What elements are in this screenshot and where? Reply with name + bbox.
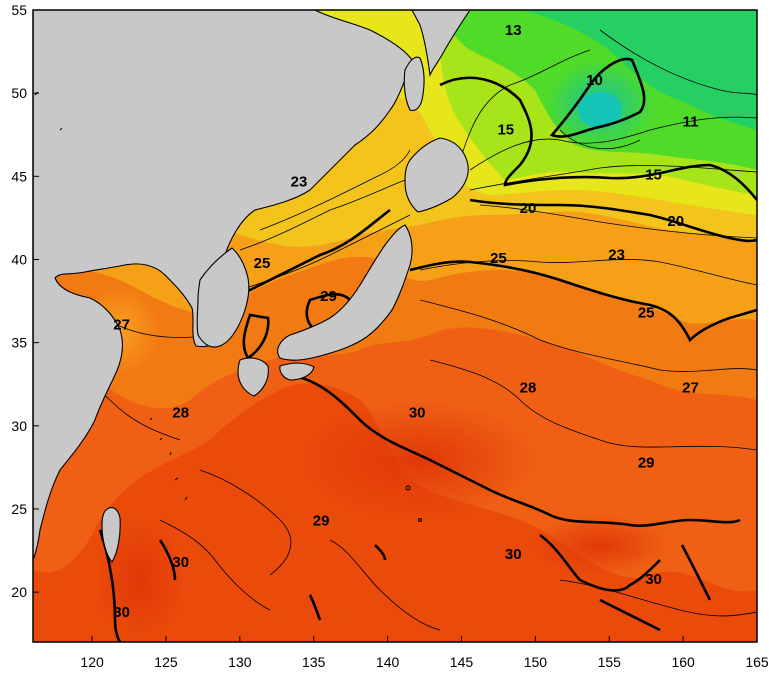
x-tick-label: 140 [376, 654, 400, 670]
contour-label: 25 [638, 305, 655, 322]
contour-label: 29 [313, 513, 330, 530]
y-tick-label: 35 [11, 335, 27, 351]
contour-label: 30 [172, 554, 189, 571]
plot-frame [32, 9, 758, 643]
land-kamchatka [411, 10, 471, 78]
axis-layer: 120 125 130 135 140 145 150 155 160 165 55 50 45 40 35… [11, 2, 768, 670]
y-tick-label: 45 [11, 168, 27, 184]
land-hokkaido [404, 137, 469, 213]
x-tick-label: 160 [671, 654, 695, 670]
y-tick-label: 30 [11, 418, 27, 434]
contour-label: 15 [497, 122, 514, 139]
contour-label: 23 [291, 173, 308, 190]
x-tick-label: 145 [450, 654, 474, 670]
contour-label: 27 [682, 380, 699, 397]
land-taiwan [101, 507, 121, 563]
bold-contours [98, 57, 757, 642]
y-tick-label: 20 [11, 584, 27, 600]
y-tick-label: 55 [11, 2, 27, 18]
contour-label: 30 [409, 404, 426, 421]
x-tick-label: 120 [80, 654, 104, 670]
contour-label: 28 [172, 404, 189, 421]
y-tick-label: 25 [11, 501, 27, 517]
contour-label: 15 [645, 167, 662, 184]
x-tick-label: 155 [598, 654, 622, 670]
land-asia-mainland [33, 10, 413, 561]
contour-label-layer: 13 10 11 15 15 20 20 23 23 25 25 25 29 27 28 28 27 30 29 29… [113, 22, 699, 621]
contour-label: 30 [505, 546, 522, 563]
land-shikoku [279, 362, 315, 381]
contour-label: 10 [586, 72, 603, 89]
y-tick-label: 50 [11, 85, 27, 101]
land-honshu [277, 224, 413, 361]
islands [34, 91, 422, 522]
sst-band-11 [520, 10, 757, 130]
contour-label: 25 [490, 250, 507, 267]
contour-label: 30 [113, 604, 130, 621]
land-sakhalin [403, 56, 425, 112]
contour-label: 13 [505, 22, 522, 39]
x-tick-label: 125 [154, 654, 178, 670]
land [33, 10, 471, 563]
contour-label: 27 [113, 316, 130, 333]
y-tick-label: 40 [11, 251, 27, 267]
contour-label: 30 [645, 571, 662, 588]
x-tick-label: 150 [524, 654, 548, 670]
contour-label: 11 [683, 113, 699, 130]
x-tick-label: 165 [745, 654, 769, 670]
land-kyushu [237, 357, 269, 397]
contour-label: 25 [254, 255, 271, 272]
contour-label: 29 [320, 288, 337, 305]
contour-label: 20 [667, 213, 684, 230]
contour-label: 28 [520, 380, 537, 397]
contour-label: 23 [608, 246, 625, 263]
x-tick-label: 130 [228, 654, 252, 670]
contour-label: 29 [638, 454, 655, 471]
land-korea [196, 247, 250, 348]
contour-label: 20 [520, 200, 537, 217]
x-tick-label: 135 [302, 654, 326, 670]
